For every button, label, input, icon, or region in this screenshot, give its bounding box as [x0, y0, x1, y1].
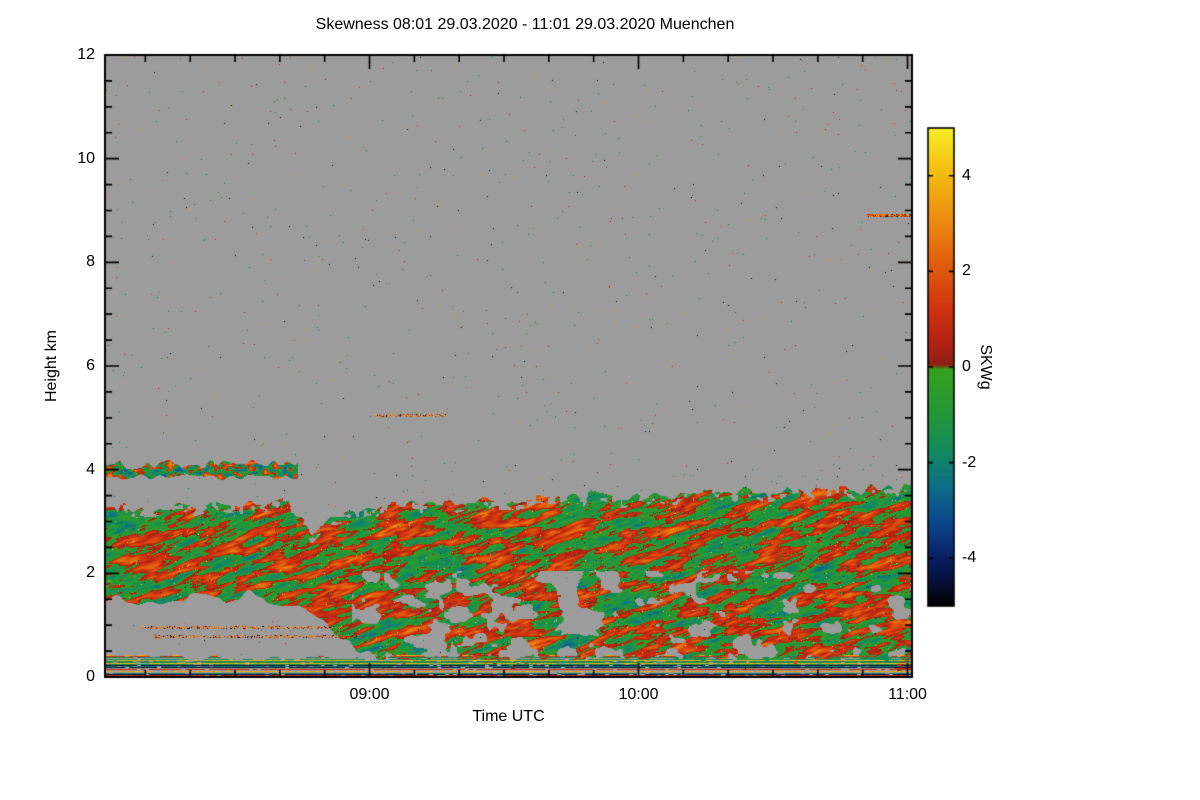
x-axis-label: Time UTC	[472, 708, 545, 725]
chart-title: Skewness 08:01 29.03.2020 - 11:01 29.03.…	[315, 16, 735, 33]
y-tick-label: 12	[77, 46, 95, 63]
y-tick-label: 2	[86, 564, 95, 582]
x-tick-label: 11:00	[888, 686, 927, 703]
y-tick-label: 8	[86, 253, 95, 271]
y-tick-label: 0	[86, 668, 95, 685]
y-tick-label: 4	[86, 460, 95, 478]
colorbar-tick-label: 2	[962, 262, 971, 280]
colorbar-tick-label: -2	[962, 453, 977, 471]
x-tick-label: 10:00	[618, 686, 659, 703]
colorbar-tick-label: 4	[962, 166, 971, 184]
x-tick-label: 09:00	[349, 686, 390, 703]
y-tick-label: 10	[77, 149, 95, 167]
colorbar-tick-label: 0	[962, 358, 971, 375]
colorbar-tick-label: -4	[962, 549, 977, 567]
y-tick-label: 6	[86, 357, 95, 374]
